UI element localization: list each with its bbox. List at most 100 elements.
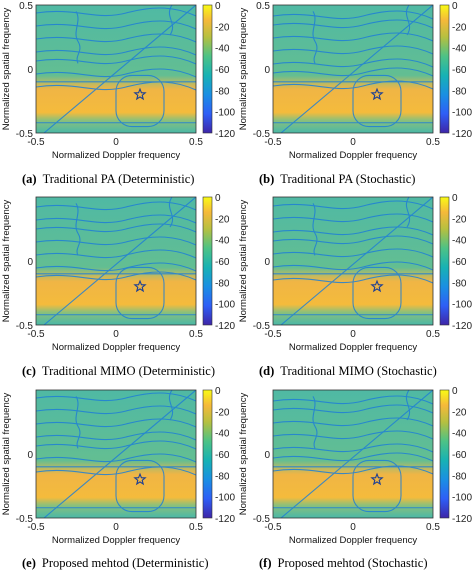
colorbar-tick-label: 0 [215,193,221,204]
x-tick-label: 0.5 [426,137,440,148]
colorbar-tick-label: -80 [452,471,467,482]
colorbar-tick-label: -60 [452,450,467,461]
target-star-marker [370,279,384,293]
null-contours [36,197,196,325]
y-tick-label: -0.5 [253,514,271,525]
heatmap-svg: -0.5 0 0.5 0.5 0 -0.5 Normalized Doppler frequ… [1,1,235,161]
x-axis-label: Normalized Doppler frequency [52,150,181,161]
colorbar-tick-label: -120 [452,129,472,140]
colorbar-tick-label: -100 [215,300,235,311]
panel-caption: (d) Traditional MIMO (Stochastic) [259,364,437,379]
colorbar-tick-label: -100 [452,300,472,311]
colorbar [202,196,213,326]
y-tick-label: 0 [264,257,270,268]
chart-panel: -0.5 0 0.5 0.5 0 -0.5 Normalized Doppler frequ… [0,0,237,192]
panel-caption: (e) Proposed mehtod (Deterministic) [22,556,209,571]
x-tick-label: 0.5 [426,329,440,340]
y-axis-label: Normalized spatial frequency [238,200,249,323]
heatmap-svg: -0.5 0 0.5 0 -0.5 Normalized Doppler frequenc… [238,193,472,353]
colorbar-tick-label: -40 [215,429,230,440]
colorbar-tick-label: -40 [215,44,230,55]
colorbar-tick-label: -80 [452,86,467,97]
x-axis-label: Normalized Doppler frequency [289,150,418,161]
x-axis-label: Normalized Doppler frequency [289,342,418,353]
y-tick-label: 0 [264,65,270,76]
colorbar [439,196,450,326]
x-tick-label: 0 [113,329,119,340]
plot-frame [35,389,197,519]
colorbar-tick-label: 0 [215,1,221,12]
panel-caption-text: Proposed mehtod (Stochastic) [277,556,428,570]
colorbar-tick-label: -80 [452,278,467,289]
colorbar-tick-label: -80 [215,471,230,482]
target-star-marker [133,87,147,101]
chart-panel: -0.5 0 0.5 0 -0.5 Normalized Doppler frequenc… [0,192,237,384]
colorbar-tick-label: -120 [215,514,235,525]
heatmap-svg: -0.5 0 0.5 0 -0.5 Normalized Doppler frequenc… [238,386,472,546]
x-tick-label: 0 [350,329,356,340]
x-tick-label: 0.5 [189,329,203,340]
colorbar [439,4,450,134]
y-tick-label: -0.5 [16,321,34,332]
panel-label: (e) [22,556,36,570]
x-tick-label: -0.5 [27,137,45,148]
y-tick-label: 0 [27,65,33,76]
panel-label: (d) [259,364,275,378]
plot-frame [272,4,434,134]
y-axis-label: Normalized spatial frequency [1,200,12,323]
plot-frame [272,196,434,326]
x-tick-label: -0.5 [27,522,45,533]
panel-label: (c) [22,364,36,378]
colorbar-tick-label: -40 [452,44,467,55]
colorbar-tick-label: 0 [452,386,458,397]
panel-caption-text: Traditional PA (Deterministic) [42,172,195,186]
colorbar-tick-label: -120 [215,129,235,140]
panel-caption-text: Traditional PA (Stochastic) [280,172,416,186]
colorbar-tick-label: -60 [452,65,467,76]
null-contours [273,5,433,133]
colorbar-tick-label: -120 [452,514,472,525]
colorbar-tick-label: -60 [215,65,230,76]
x-axis-label: Normalized Doppler frequency [52,535,181,546]
y-tick-label: 0 [27,257,33,268]
colorbar-tick-label: -100 [452,493,472,504]
y-tick-label: 0 [27,450,33,461]
colorbar-tick-label: -60 [215,450,230,461]
chart-panel: -0.5 0 0.5 0 -0.5 Normalized Doppler frequenc… [237,385,474,577]
colorbar-tick-label: -20 [215,214,230,225]
heatmap-svg: -0.5 0 0.5 0.5 0 -0.5 Normalized Doppler frequ… [238,1,472,161]
panel-label: (a) [22,172,37,186]
colorbar-tick-label: -40 [452,429,467,440]
colorbar [439,389,450,519]
y-tick-label: 0 [264,450,270,461]
panel-label: (b) [259,172,275,186]
colorbar-tick-label: -120 [215,321,235,332]
x-axis-label: Normalized Doppler frequency [289,535,418,546]
colorbar-tick-label: -100 [452,108,472,119]
colorbar-tick-label: -120 [452,321,472,332]
chart-panel: -0.5 0 0.5 0 -0.5 Normalized Doppler frequenc… [0,385,237,577]
colorbar-tick-label: -20 [215,22,230,33]
target-star-marker [370,87,384,101]
colorbar-tick-label: -40 [215,236,230,247]
target-star-marker [133,472,147,486]
panel-caption-text: Traditional MIMO (Stochastic) [280,364,437,378]
chart-panel: -0.5 0 0.5 0 -0.5 Normalized Doppler frequenc… [237,192,474,384]
colorbar-tick-label: -80 [215,278,230,289]
colorbar [202,4,213,134]
y-axis-label: Normalized spatial frequency [1,8,12,131]
target-star-marker [133,279,147,293]
x-tick-label: 0.5 [189,522,203,533]
panel-caption: (f) Proposed mehtod (Stochastic) [259,556,427,571]
x-tick-label: 0.5 [426,522,440,533]
y-tick-label: -0.5 [253,321,271,332]
y-axis-label: Normalized spatial frequency [238,393,249,516]
panel-caption-text: Proposed mehtod (Deterministic) [41,556,209,570]
x-tick-label: 0 [113,522,119,533]
panel-caption: (c) Traditional MIMO (Deterministic) [22,364,215,379]
heatmap-svg: -0.5 0 0.5 0 -0.5 Normalized Doppler frequenc… [1,386,235,546]
colorbar-tick-label: -40 [452,236,467,247]
colorbar-tick-label: -20 [215,407,230,418]
colorbar-tick-label: 0 [452,193,458,204]
x-tick-label: 0.5 [189,137,203,148]
